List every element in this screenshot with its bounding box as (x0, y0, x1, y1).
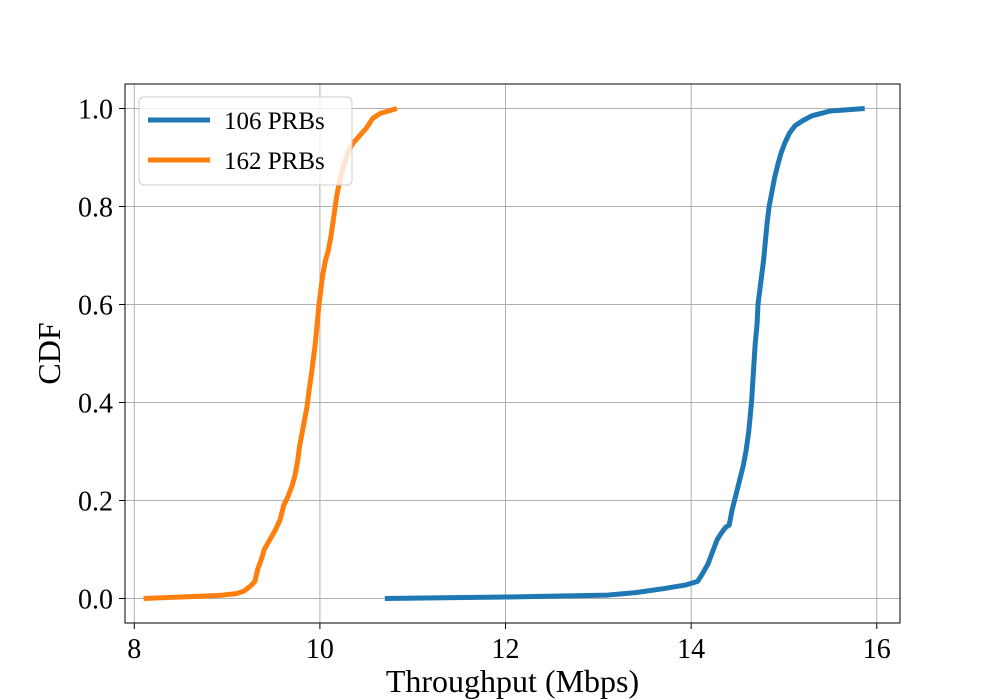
x-tick-label: 8 (127, 634, 141, 665)
x-axis-label: Throughput (Mbps) (386, 663, 639, 699)
legend-label-1: 106 PRBs (224, 108, 325, 135)
x-tick-label: 14 (677, 634, 705, 665)
y-tick-label: 0.6 (78, 291, 113, 322)
plot-area-frame (124, 83, 901, 624)
x-tick-label: 16 (863, 634, 891, 665)
legend-label-2: 162 PRBs (224, 148, 325, 175)
y-tick-label: 0.0 (78, 585, 113, 616)
x-tick-label: 10 (306, 634, 334, 665)
y-tick-label: 0.4 (78, 389, 113, 420)
legend: 106 PRBs 162 PRBs (138, 96, 353, 186)
y-axis-label: CDF (31, 322, 67, 384)
axis-ticks: 8 10 12 14 16 0.0 0.2 0.4 0.6 0.8 1.0 (78, 95, 891, 666)
y-tick-label: 1.0 (78, 95, 113, 126)
y-tick-label: 0.8 (78, 193, 113, 224)
y-tick-label: 0.2 (78, 487, 113, 518)
series-line-1 (384, 106, 865, 601)
x-tick-label: 12 (492, 634, 520, 665)
